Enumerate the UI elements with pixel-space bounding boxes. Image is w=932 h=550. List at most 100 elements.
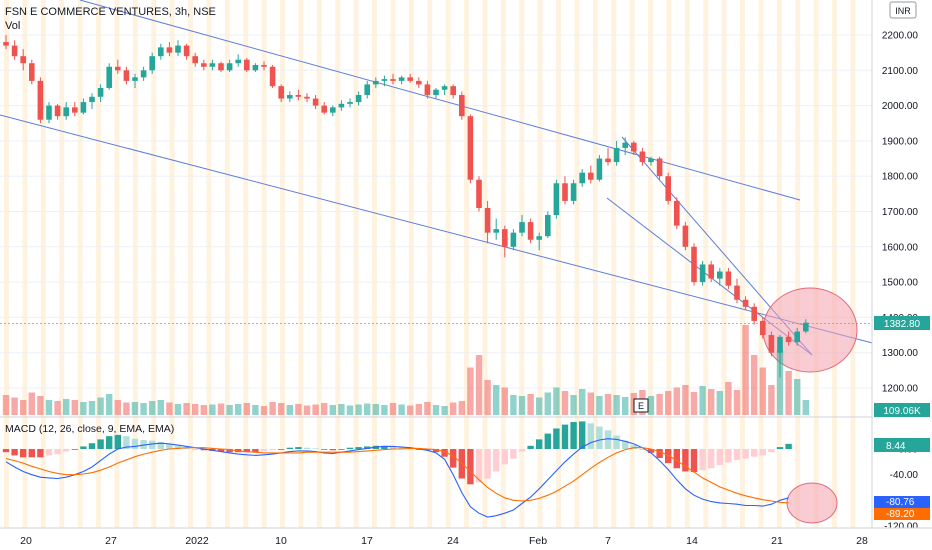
candle[interactable] bbox=[175, 40, 181, 57]
candle[interactable] bbox=[596, 155, 603, 182]
candle[interactable] bbox=[674, 197, 680, 230]
candle[interactable] bbox=[545, 211, 551, 238]
currency-badge[interactable] bbox=[889, 1, 917, 19]
candle[interactable] bbox=[639, 147, 646, 166]
candle[interactable] bbox=[166, 42, 173, 57]
candle[interactable] bbox=[751, 303, 757, 325]
candle[interactable] bbox=[777, 335, 783, 378]
candle[interactable] bbox=[734, 278, 740, 304]
candle[interactable] bbox=[226, 59, 233, 73]
candle[interactable] bbox=[433, 87, 439, 99]
candle[interactable] bbox=[398, 75, 405, 85]
candle[interactable] bbox=[484, 200, 491, 244]
candle[interactable] bbox=[502, 225, 508, 258]
candlesticks[interactable] bbox=[3, 35, 809, 378]
candle[interactable] bbox=[123, 66, 130, 85]
candle[interactable] bbox=[510, 229, 517, 251]
candle[interactable] bbox=[527, 218, 534, 244]
candle[interactable] bbox=[519, 215, 525, 237]
candle[interactable] bbox=[37, 77, 44, 124]
candle[interactable] bbox=[424, 80, 431, 99]
candle[interactable] bbox=[441, 84, 448, 96]
candle[interactable] bbox=[355, 91, 362, 106]
candle[interactable] bbox=[244, 57, 250, 73]
candle[interactable] bbox=[416, 77, 422, 88]
candle[interactable] bbox=[278, 84, 284, 103]
candle[interactable] bbox=[269, 65, 276, 88]
candle[interactable] bbox=[390, 73, 396, 85]
candle[interactable] bbox=[304, 93, 310, 103]
candle[interactable] bbox=[682, 222, 689, 251]
candle[interactable] bbox=[287, 91, 293, 103]
candle[interactable] bbox=[54, 103, 61, 120]
candle[interactable] bbox=[20, 49, 26, 71]
candle[interactable] bbox=[699, 260, 706, 286]
candle[interactable] bbox=[459, 91, 465, 120]
candle[interactable] bbox=[725, 267, 732, 290]
candle[interactable] bbox=[631, 140, 637, 156]
candle[interactable] bbox=[467, 114, 474, 184]
candle[interactable] bbox=[579, 169, 585, 187]
candle[interactable] bbox=[11, 40, 18, 60]
candle[interactable] bbox=[29, 59, 35, 85]
candle[interactable] bbox=[708, 260, 714, 283]
candle[interactable] bbox=[476, 176, 482, 212]
candle[interactable] bbox=[665, 172, 671, 205]
candle[interactable] bbox=[648, 156, 654, 166]
candle[interactable] bbox=[570, 179, 577, 205]
candle[interactable] bbox=[192, 52, 198, 67]
candle[interactable] bbox=[613, 140, 620, 166]
time-axis[interactable] bbox=[0, 528, 932, 550]
candle[interactable] bbox=[347, 98, 353, 108]
candle[interactable] bbox=[656, 156, 663, 180]
candle[interactable] bbox=[97, 84, 104, 103]
candle[interactable] bbox=[321, 102, 327, 115]
candle[interactable] bbox=[295, 89, 302, 101]
candle[interactable] bbox=[183, 43, 190, 60]
candle[interactable] bbox=[201, 59, 207, 71]
candle[interactable] bbox=[373, 77, 379, 88]
candle[interactable] bbox=[3, 35, 9, 50]
candle[interactable] bbox=[218, 61, 224, 73]
candle[interactable] bbox=[158, 43, 164, 60]
candle[interactable] bbox=[691, 243, 697, 286]
candle[interactable] bbox=[536, 232, 542, 251]
candle[interactable] bbox=[330, 105, 336, 117]
earnings-marker-box[interactable] bbox=[633, 398, 649, 413]
upper-channel-line[interactable] bbox=[79, 0, 801, 201]
candle[interactable] bbox=[407, 73, 413, 83]
candle[interactable] bbox=[717, 267, 723, 286]
candle[interactable] bbox=[132, 73, 138, 88]
candle[interactable] bbox=[760, 317, 766, 339]
candle[interactable] bbox=[588, 165, 594, 184]
candle[interactable] bbox=[562, 176, 568, 205]
candle[interactable] bbox=[785, 331, 792, 346]
candle[interactable] bbox=[742, 296, 749, 311]
candle[interactable] bbox=[312, 95, 319, 110]
candle[interactable] bbox=[364, 80, 370, 99]
candle[interactable] bbox=[235, 54, 241, 67]
candle[interactable] bbox=[622, 137, 628, 156]
candle[interactable] bbox=[450, 84, 456, 99]
candle[interactable] bbox=[252, 63, 259, 73]
candle[interactable] bbox=[80, 98, 87, 115]
candle[interactable] bbox=[381, 75, 388, 87]
candle[interactable] bbox=[89, 93, 95, 110]
candle[interactable] bbox=[493, 218, 499, 240]
candle[interactable] bbox=[106, 63, 112, 90]
candle[interactable] bbox=[768, 331, 775, 357]
candle[interactable] bbox=[46, 102, 52, 124]
candle[interactable] bbox=[115, 59, 121, 74]
candle[interactable] bbox=[553, 179, 560, 219]
candle[interactable] bbox=[209, 59, 216, 71]
candle[interactable] bbox=[338, 100, 345, 111]
candle[interactable] bbox=[140, 66, 147, 81]
candle[interactable] bbox=[63, 102, 69, 120]
candle[interactable] bbox=[261, 61, 267, 71]
candle[interactable] bbox=[72, 102, 78, 117]
candle[interactable] bbox=[794, 327, 800, 346]
candle[interactable] bbox=[605, 147, 611, 166]
candle[interactable] bbox=[803, 319, 809, 334]
candle[interactable] bbox=[149, 52, 155, 74]
